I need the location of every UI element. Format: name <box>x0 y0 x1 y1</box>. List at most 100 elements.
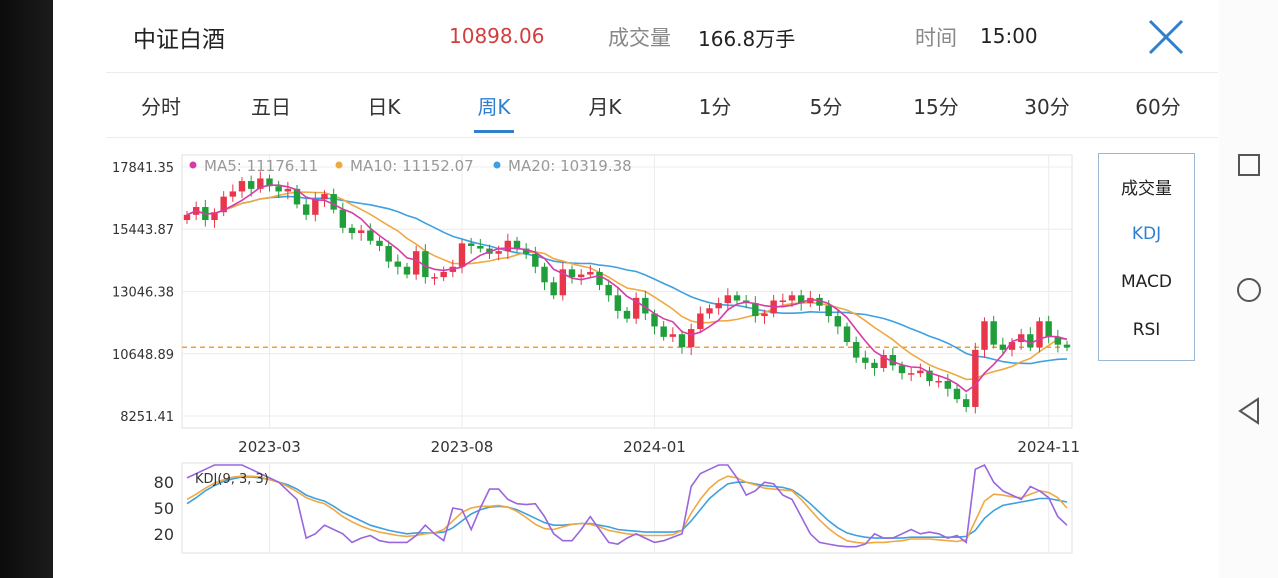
candle-body <box>257 178 264 189</box>
candle-body <box>1045 321 1052 337</box>
indicator-macd[interactable]: MACD <box>1121 272 1172 292</box>
candle-body <box>724 295 732 304</box>
indicator-rsi[interactable]: RSI <box>1132 320 1161 340</box>
legend-ma10: MA10: 11152.07 <box>350 157 474 175</box>
left-bezel <box>0 0 53 578</box>
candle-body <box>1063 344 1071 348</box>
home-button[interactable] <box>1235 276 1263 308</box>
candle-body <box>284 188 292 192</box>
candle-body <box>715 303 722 309</box>
candle-body <box>412 251 420 275</box>
candle-body <box>440 271 447 278</box>
candle-body <box>312 199 319 215</box>
candle-body <box>825 305 832 317</box>
candle-body <box>266 178 273 187</box>
candle-body <box>357 230 365 233</box>
candle-body <box>596 271 603 285</box>
candle-body <box>605 284 612 296</box>
tab-5min[interactable]: 5分 <box>809 95 843 119</box>
tab-60min[interactable]: 60分 <box>1135 95 1181 119</box>
candle-body <box>403 266 411 275</box>
tabs-divider <box>106 137 1218 138</box>
candle-body <box>752 303 759 317</box>
candle-body <box>577 274 585 278</box>
candle-body <box>733 295 741 301</box>
candle-body <box>807 297 814 304</box>
ma5-line <box>186 184 1068 393</box>
close-icon <box>1148 19 1184 55</box>
candle-body <box>532 253 539 267</box>
candle-body <box>632 297 640 319</box>
candle-body <box>953 388 961 400</box>
kdj-k-line <box>186 476 1068 539</box>
candle-body <box>651 313 658 327</box>
candle-body <box>1054 336 1062 345</box>
y-tick-label: 8251.41 <box>120 410 174 425</box>
candle-body <box>779 300 787 302</box>
candle-body <box>513 240 521 249</box>
kdj-d-line <box>186 475 1068 545</box>
candle-body <box>504 240 512 252</box>
volume-value: 166.8万手 <box>698 27 796 51</box>
candle-body <box>495 251 502 254</box>
back-button[interactable] <box>1236 397 1262 429</box>
candle-body <box>559 269 567 296</box>
candle-body <box>972 349 979 407</box>
candle-body <box>522 248 530 254</box>
y-tick-label: 15443.87 <box>112 223 174 238</box>
kdj-j-line <box>186 463 1068 548</box>
candle-body <box>706 308 713 314</box>
kdj-y-tick-label: 50 <box>154 499 174 518</box>
candle-body <box>587 271 594 275</box>
tab-weekly-k[interactable]: 周K <box>477 95 511 119</box>
candle-body <box>862 357 869 363</box>
candle-body <box>550 282 557 296</box>
candle-body <box>394 261 402 267</box>
y-tick-label: 17841.35 <box>112 161 174 176</box>
recent-apps-button[interactable] <box>1237 153 1261 181</box>
x-tick-label: 2023-03 <box>238 438 301 456</box>
candle-body <box>211 212 218 221</box>
tab-1min[interactable]: 1分 <box>698 95 732 119</box>
kdj-label: KDJ(9, 3, 3) <box>195 472 269 487</box>
candle-body <box>293 188 301 205</box>
tab-monthly-k[interactable]: 月K <box>588 95 622 119</box>
candle-body <box>238 181 246 192</box>
y-tick-label: 10648.89 <box>112 348 174 363</box>
candle-body <box>935 380 942 383</box>
candle-body <box>697 313 704 330</box>
candle-body <box>880 355 887 369</box>
candle-body <box>917 370 924 374</box>
indicator-volume[interactable]: 成交量 <box>1121 179 1172 199</box>
candle-body <box>275 186 282 192</box>
period-tabs: 分时 五日 日K 周K 月K 1分 5分 15分 30分 60分 <box>53 80 1181 133</box>
candle-body <box>339 209 347 228</box>
candle-body <box>843 326 851 343</box>
candle-body <box>614 295 622 311</box>
tab-15min[interactable]: 15分 <box>913 95 959 119</box>
indicator-kdj[interactable]: KDJ <box>1131 224 1162 244</box>
x-tick-label: 2024-11 <box>1017 438 1080 456</box>
tab-daily-k[interactable]: 日K <box>367 95 401 119</box>
candle-body <box>852 342 860 358</box>
candle-body <box>962 399 970 407</box>
tab-five-day[interactable]: 五日 <box>251 95 291 119</box>
candle-body <box>458 243 466 267</box>
candle-body <box>889 355 897 366</box>
candle-body <box>797 295 805 304</box>
candle-body <box>981 321 988 350</box>
x-tick-label: 2023-08 <box>431 438 494 456</box>
candle-body <box>1027 334 1034 348</box>
candle-body <box>1008 342 1016 350</box>
tab-30min[interactable]: 30分 <box>1024 95 1070 119</box>
close-button[interactable] <box>1146 17 1186 57</box>
candle-body <box>816 297 823 306</box>
x-tick-label: 2024-01 <box>623 438 686 456</box>
tab-intraday[interactable]: 分时 <box>141 95 181 119</box>
candle-body <box>926 370 933 381</box>
candle-body <box>669 334 677 337</box>
candle-body <box>321 194 328 200</box>
candle-body <box>220 196 227 213</box>
candle-body <box>330 194 337 210</box>
